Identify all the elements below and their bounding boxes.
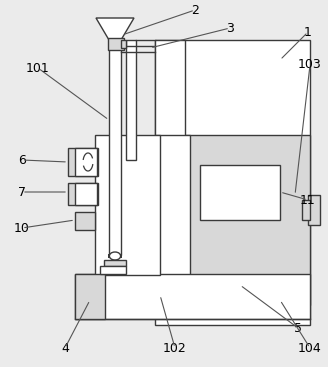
Bar — [121, 40, 126, 48]
Bar — [68, 148, 98, 176]
Bar — [155, 40, 185, 265]
Bar — [155, 135, 190, 305]
Text: 3: 3 — [226, 22, 234, 34]
Bar — [68, 183, 98, 205]
Text: 5: 5 — [294, 321, 302, 334]
Bar — [126, 40, 136, 160]
Text: 4: 4 — [61, 342, 69, 355]
Bar — [104, 260, 126, 266]
Bar — [308, 195, 320, 225]
Bar — [200, 165, 280, 220]
Bar — [75, 148, 97, 176]
Text: 102: 102 — [163, 342, 187, 355]
Bar — [75, 274, 105, 319]
Bar — [95, 135, 160, 275]
Text: 1: 1 — [304, 25, 312, 39]
Text: 10: 10 — [14, 222, 30, 235]
Bar — [109, 40, 121, 255]
Polygon shape — [96, 18, 134, 40]
FancyBboxPatch shape — [109, 252, 121, 260]
Text: 104: 104 — [298, 342, 322, 355]
Text: 101: 101 — [26, 62, 50, 75]
Text: 7: 7 — [18, 185, 26, 199]
Bar — [155, 40, 310, 325]
Text: 103: 103 — [298, 58, 322, 72]
Bar — [75, 274, 310, 319]
Text: 6: 6 — [18, 153, 26, 167]
Bar — [302, 200, 310, 220]
Text: 11: 11 — [300, 193, 316, 207]
Bar — [185, 135, 310, 305]
Bar — [108, 38, 124, 50]
Bar — [100, 266, 126, 274]
Text: 2: 2 — [191, 4, 199, 17]
Bar — [75, 212, 95, 230]
Bar — [75, 183, 97, 205]
